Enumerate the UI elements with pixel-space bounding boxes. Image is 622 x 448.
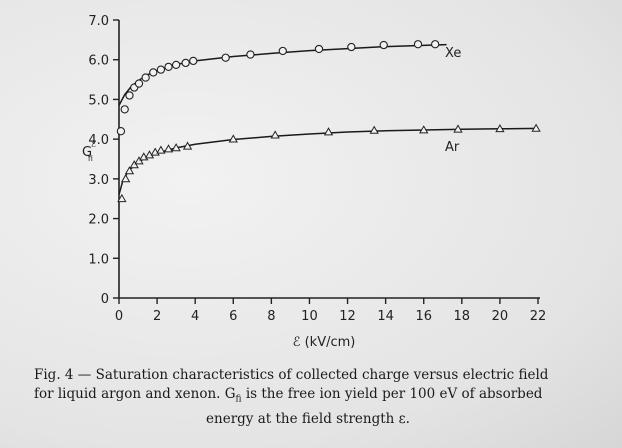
data-markers <box>116 40 541 203</box>
x-tick-label: 16 <box>415 309 432 324</box>
data-point-ar <box>453 124 463 133</box>
x-tick-label: 2 <box>153 309 161 324</box>
data-point-xe <box>134 79 144 88</box>
data-point-xe <box>278 46 287 56</box>
data-point-xe <box>181 58 190 68</box>
figure-caption: Fig. 4 — Saturation characteristics of c… <box>34 366 582 429</box>
data-point-ar <box>117 193 127 203</box>
data-point-xe <box>221 53 230 62</box>
data-point-xe <box>149 68 158 77</box>
x-tick-label: 18 <box>454 309 471 324</box>
data-point-ar <box>495 124 505 133</box>
y-tick-label: 0 <box>101 292 109 307</box>
caption-line-2a: for liquid argon and xenon. G <box>34 386 236 402</box>
data-point-ar <box>156 145 166 154</box>
data-point-xe <box>379 40 388 50</box>
caption-line-2b: is the free ion yield per 100 eV of abso… <box>241 386 543 402</box>
y-tick-label: 3.0 <box>88 173 109 188</box>
data-point-ar <box>124 166 135 175</box>
data-point-ar <box>171 143 181 152</box>
data-point-ar <box>129 160 139 169</box>
fit-curve-ar <box>118 127 539 195</box>
x-tick-label: 6 <box>229 309 237 324</box>
data-point-xe <box>164 62 173 72</box>
data-point-xe <box>156 65 166 74</box>
chart-labels: Gℰ fi ℰ (kV/cm) Xe Ar <box>82 46 461 350</box>
y-axis-label: Gℰ fi <box>82 140 96 163</box>
data-point-xe <box>314 44 324 54</box>
caption-line-3: energy at the field strength ε. <box>206 410 410 427</box>
data-point-ar <box>228 134 238 143</box>
y-tick-label: 7.0 <box>88 14 109 29</box>
data-point-xe <box>431 40 440 49</box>
data-point-xe <box>171 60 181 70</box>
series-label-xe: Xe <box>445 46 461 61</box>
x-tick-label: 4 <box>191 309 199 324</box>
data-point-ar <box>182 141 193 150</box>
x-tick-label: 10 <box>301 309 318 324</box>
x-tick-label: 0 <box>115 309 123 324</box>
data-point-xe <box>116 127 126 136</box>
chart-axes <box>118 20 540 299</box>
data-point-ar <box>163 144 174 153</box>
data-point-xe <box>125 91 134 100</box>
data-point-xe <box>189 56 198 66</box>
y-tick-label: 5.0 <box>88 93 109 108</box>
y-tick-label: 4.0 <box>88 133 109 148</box>
y-tick-label: 1.0 <box>88 252 109 267</box>
series-label-ar: Ar <box>445 140 460 155</box>
data-point-xe <box>246 50 255 59</box>
data-point-xe <box>120 105 129 114</box>
data-point-xe <box>347 42 356 52</box>
x-tick-label: 20 <box>492 309 509 324</box>
caption-line-2-sub: fi <box>235 394 242 405</box>
fit-curves <box>118 43 539 195</box>
data-point-xe <box>413 40 423 49</box>
x-ticks: 0 2 4 6 8 10 12 14 16 18 20 22 <box>115 298 546 324</box>
data-point-xe <box>141 73 150 82</box>
data-point-ar <box>369 125 379 134</box>
data-point-ar <box>419 125 429 134</box>
data-point-ar <box>531 123 541 132</box>
data-point-ar <box>134 156 144 165</box>
y-tick-label: 2.0 <box>88 213 109 228</box>
caption-line-1: Fig. 4 — Saturation characteristics of c… <box>34 367 549 383</box>
y-ticks: 0 1.0 2.0 3.0 4.0 5.0 6.0 7.0 <box>88 14 119 307</box>
x-tick-label: 8 <box>267 309 275 324</box>
chart-plot: 0 1.0 2.0 3.0 4.0 5.0 6.0 7.0 0 2 4 6 8 10 12 14 16 18 20… <box>82 14 546 350</box>
x-axis-label: ℰ (kV/cm) <box>293 335 356 350</box>
x-tick-label: 12 <box>339 309 356 324</box>
x-tick-label: 14 <box>377 309 394 324</box>
y-tick-label: 6.0 <box>88 54 109 69</box>
data-point-ar <box>121 174 131 183</box>
data-point-ar <box>323 127 334 136</box>
data-point-ar <box>270 130 280 139</box>
x-tick-label: 22 <box>530 309 547 324</box>
